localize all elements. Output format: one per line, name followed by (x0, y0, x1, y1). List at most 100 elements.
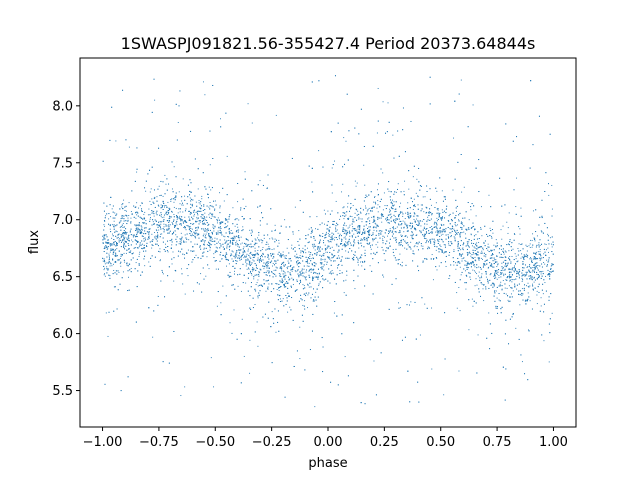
data-point (240, 243, 242, 245)
data-point (496, 273, 498, 275)
data-point (527, 271, 529, 273)
data-point (333, 233, 335, 235)
data-point (277, 245, 279, 247)
data-point (527, 285, 529, 287)
data-point (148, 235, 150, 237)
data-point (511, 268, 513, 270)
data-point (502, 280, 504, 282)
data-point (142, 243, 144, 245)
data-point (179, 211, 181, 213)
data-point (521, 277, 523, 279)
data-point (467, 261, 469, 263)
data-point (534, 287, 536, 289)
data-point (531, 258, 533, 260)
data-point (104, 235, 106, 237)
data-point (308, 265, 310, 267)
data-point (109, 275, 111, 277)
data-point (267, 317, 269, 319)
data-point (253, 268, 255, 270)
data-point (364, 261, 366, 263)
data-point (138, 225, 140, 227)
data-point (396, 226, 398, 228)
data-point (176, 216, 178, 218)
data-point (107, 239, 109, 240)
data-point (295, 257, 297, 259)
data-point (171, 263, 173, 265)
data-point (500, 229, 502, 231)
data-point (143, 213, 145, 215)
data-point (202, 244, 204, 246)
data-point (252, 270, 254, 272)
data-point (350, 203, 352, 205)
data-point (542, 273, 544, 275)
data-point (313, 247, 315, 249)
data-point (368, 226, 370, 228)
data-point (232, 207, 234, 209)
data-point (461, 227, 463, 229)
data-point (359, 232, 361, 234)
data-point (411, 232, 413, 234)
data-point (498, 277, 500, 279)
data-point (208, 216, 210, 218)
data-point (503, 253, 505, 255)
data-point (191, 203, 193, 205)
data-point (161, 217, 163, 219)
data-point (549, 271, 551, 273)
data-point (253, 278, 255, 280)
data-point (299, 326, 301, 328)
data-point (527, 282, 529, 284)
data-point (277, 321, 279, 323)
data-point (440, 232, 442, 234)
data-point (210, 357, 212, 359)
data-point (291, 157, 293, 159)
data-point (429, 188, 431, 190)
data-point (327, 246, 329, 248)
data-point (382, 235, 384, 237)
data-point (543, 262, 545, 264)
data-point (438, 214, 440, 216)
data-point (422, 234, 424, 236)
data-point (472, 305, 474, 307)
data-point (331, 246, 333, 248)
data-point (261, 242, 263, 244)
data-point (299, 238, 301, 240)
data-point (316, 254, 318, 256)
data-point (406, 230, 408, 232)
data-point (407, 211, 409, 213)
data-point (246, 245, 248, 247)
data-point (524, 255, 526, 257)
data-point (206, 256, 208, 258)
data-point (358, 213, 360, 215)
data-point (532, 283, 533, 285)
data-point (454, 217, 456, 219)
data-point (472, 226, 474, 228)
data-point (317, 275, 319, 277)
data-point (279, 255, 281, 257)
data-point (245, 243, 247, 245)
data-point (423, 226, 425, 228)
data-point (206, 231, 208, 233)
data-point (493, 283, 495, 285)
data-point (209, 243, 211, 245)
data-point (388, 190, 390, 192)
data-point (116, 213, 118, 215)
data-point (272, 265, 273, 267)
data-point (480, 206, 482, 208)
data-point (162, 181, 164, 183)
data-point (460, 274, 462, 276)
data-point (141, 232, 143, 234)
data-point (164, 243, 166, 245)
data-point (195, 237, 197, 239)
data-point (531, 271, 533, 273)
data-point (512, 290, 514, 292)
data-point (135, 217, 137, 219)
data-point (177, 121, 179, 123)
data-point (271, 237, 273, 239)
data-point (342, 229, 344, 231)
data-point (312, 258, 314, 260)
data-point (377, 216, 379, 218)
data-point (528, 245, 530, 247)
data-point (412, 225, 413, 227)
data-point (520, 244, 522, 245)
data-point (123, 252, 125, 254)
